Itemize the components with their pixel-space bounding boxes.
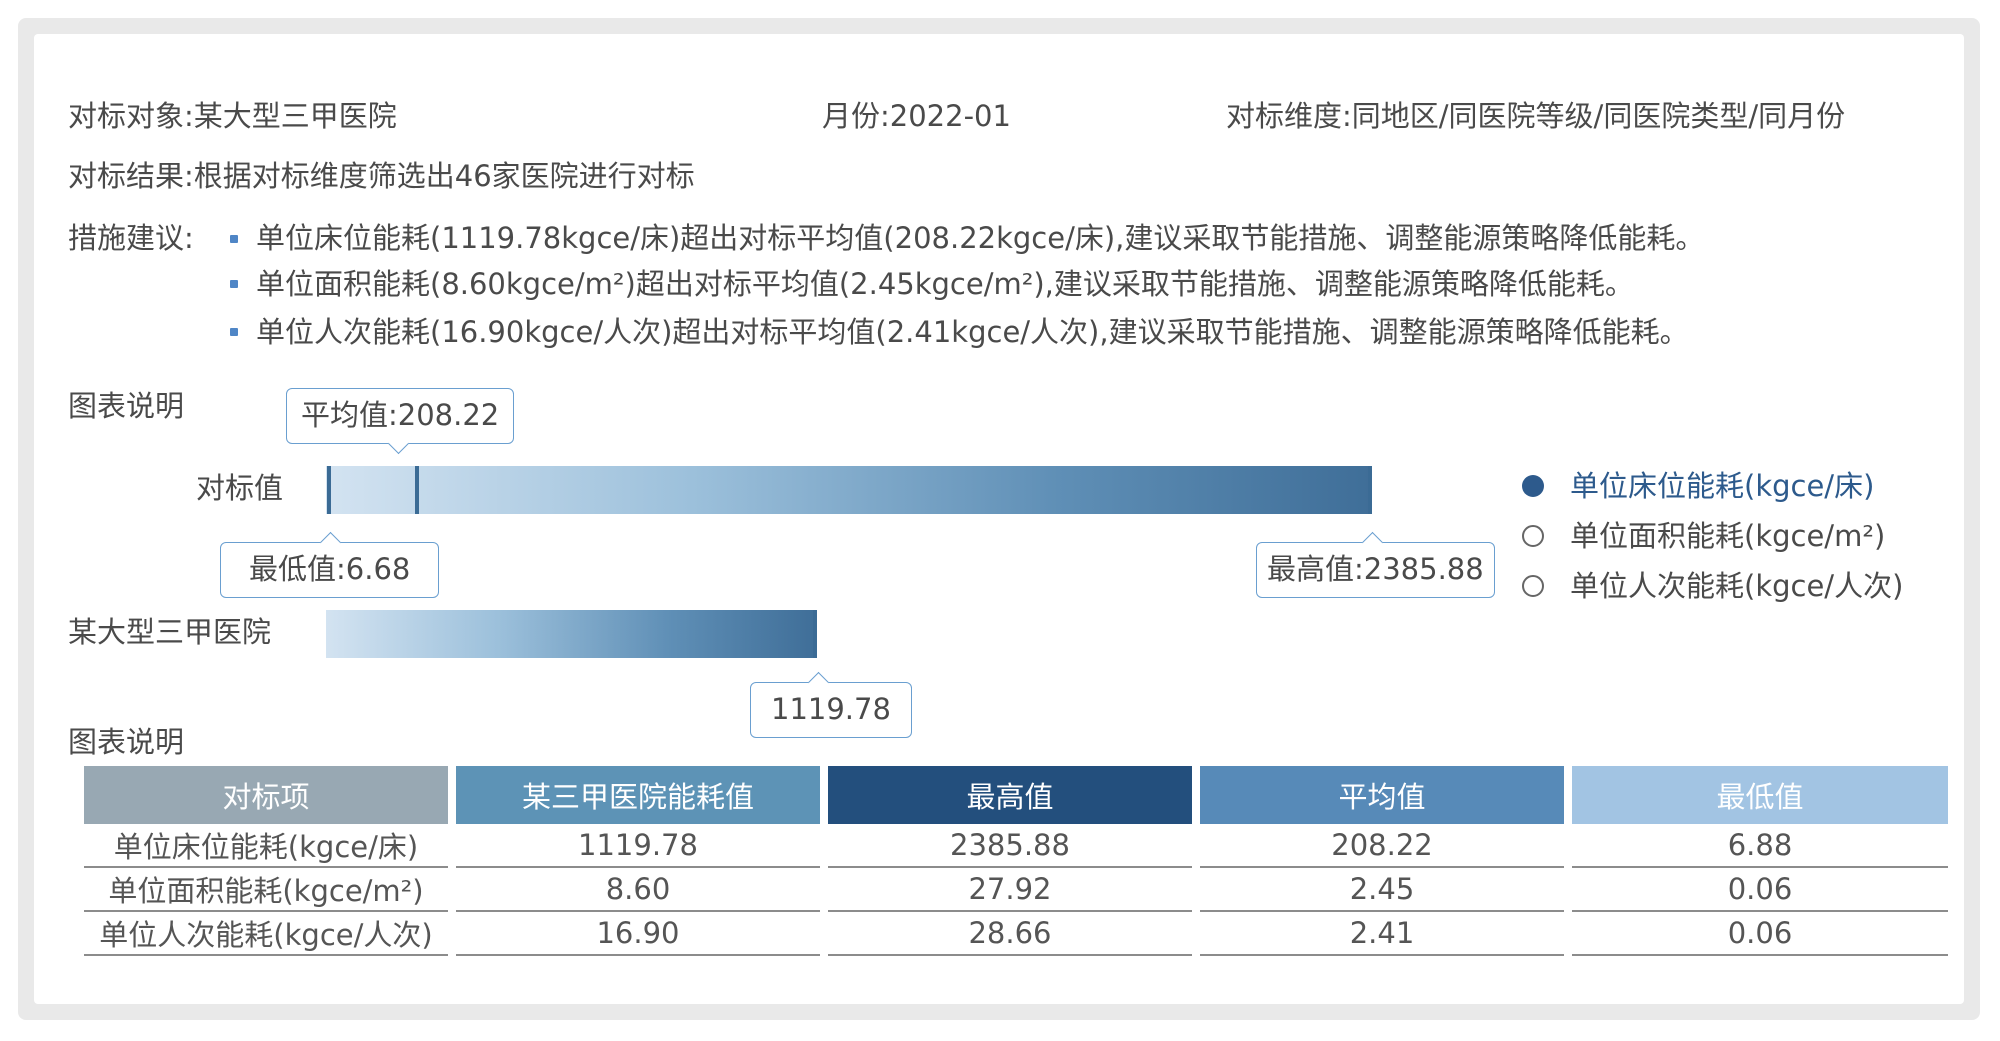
cell-hospital: 16.90 bbox=[456, 912, 820, 956]
legend-label: 单位床位能耗(kgce/床) bbox=[1570, 469, 1875, 503]
th-min: 最低值 bbox=[1572, 766, 1948, 824]
min-callout: 最低值:6.68 bbox=[220, 531, 440, 598]
cell-min: 0.06 bbox=[1572, 868, 1948, 912]
cell-avg: 208.22 bbox=[1200, 824, 1564, 868]
advice-bullet-icon bbox=[230, 280, 238, 288]
cell-max: 28.66 bbox=[828, 912, 1192, 956]
benchmark-range-bar bbox=[326, 466, 1372, 514]
month-line: 月份:2022-01 bbox=[822, 98, 1011, 134]
legend-item-area[interactable]: 单位面积能耗(kgce/m²) bbox=[1522, 518, 1885, 554]
cell-hospital: 1119.78 bbox=[456, 824, 820, 868]
avg-callout: 平均值:208.22 bbox=[286, 388, 515, 455]
legend-item-visit[interactable]: 单位人次能耗(kgce/人次) bbox=[1522, 568, 1903, 604]
th-avg: 平均值 bbox=[1200, 766, 1564, 824]
avg-callout-label: 平均值:208.22 bbox=[301, 398, 500, 432]
result-label: 对标结果: bbox=[68, 159, 194, 193]
month-label: 月份: bbox=[822, 99, 890, 133]
target-value: 某大型三甲医院 bbox=[193, 99, 397, 133]
hospital-value-callout: 1119.78 bbox=[750, 671, 912, 738]
th-max: 最高值 bbox=[828, 766, 1192, 824]
avg-marker bbox=[415, 466, 420, 514]
dimension-value: 同地区/同医院等级/同医院类型/同月份 bbox=[1351, 99, 1846, 133]
callout-pointer-icon bbox=[1361, 531, 1384, 554]
cell-item: 单位面积能耗(kgce/m²) bbox=[84, 868, 448, 912]
advice-bullet-icon bbox=[230, 328, 238, 336]
hospital-row-label: 某大型三甲医院 bbox=[68, 615, 272, 649]
target-line: 对标对象:某大型三甲医院 bbox=[68, 98, 397, 134]
cell-avg: 2.45 bbox=[1200, 868, 1564, 912]
benchmark-table: 对标项 某三甲医院能耗值 最高值 平均值 最低值 单位床位能耗(kgce/床) … bbox=[84, 766, 1948, 956]
cell-avg: 2.41 bbox=[1200, 912, 1564, 956]
benchmark-bar-track bbox=[326, 466, 1372, 514]
cell-max: 2385.88 bbox=[828, 824, 1192, 868]
table-header-row: 对标项 某三甲医院能耗值 最高值 平均值 最低值 bbox=[84, 766, 1948, 824]
chart-section-title: 图表说明 bbox=[68, 389, 185, 423]
radio-selected-icon bbox=[1522, 475, 1544, 497]
cell-max: 27.92 bbox=[828, 868, 1192, 912]
advice-item: 单位面积能耗(8.60kgce/m²)超出对标平均值(2.45kgce/m²),… bbox=[256, 267, 1634, 301]
cell-min: 0.06 bbox=[1572, 912, 1948, 956]
min-callout-label: 最低值:6.68 bbox=[249, 552, 411, 586]
table-row: 单位床位能耗(kgce/床) 1119.78 2385.88 208.22 6.… bbox=[84, 824, 1948, 868]
max-callout: 最高值:2385.88 bbox=[1256, 531, 1495, 598]
callout-pointer-icon bbox=[387, 432, 410, 455]
advice-item: 单位人次能耗(16.90kgce/人次)超出对标平均值(2.41kgce/人次)… bbox=[256, 315, 1689, 349]
hospital-value-label: 1119.78 bbox=[771, 692, 891, 726]
legend-item-bed[interactable]: 单位床位能耗(kgce/床) bbox=[1522, 468, 1874, 504]
th-hospital: 某三甲医院能耗值 bbox=[456, 766, 820, 824]
cell-min: 6.88 bbox=[1572, 824, 1948, 868]
dimension-label: 对标维度: bbox=[1226, 99, 1352, 133]
cell-hospital: 8.60 bbox=[456, 868, 820, 912]
benchmark-card: 对标对象:某大型三甲医院 月份:2022-01 对标维度:同地区/同医院等级/同… bbox=[34, 34, 1964, 1004]
table-row: 单位面积能耗(kgce/m²) 8.60 27.92 2.45 0.06 bbox=[84, 868, 1948, 912]
advice-label: 措施建议: bbox=[68, 221, 194, 255]
table-row: 单位人次能耗(kgce/人次) 16.90 28.66 2.41 0.06 bbox=[84, 912, 1948, 956]
legend-label: 单位面积能耗(kgce/m²) bbox=[1570, 519, 1886, 553]
min-marker bbox=[326, 466, 331, 514]
outer-frame: 对标对象:某大型三甲医院 月份:2022-01 对标维度:同地区/同医院等级/同… bbox=[18, 18, 1980, 1020]
target-label: 对标对象: bbox=[68, 99, 194, 133]
callout-pointer-icon bbox=[807, 671, 830, 694]
radio-unselected-icon bbox=[1522, 525, 1544, 547]
radio-unselected-icon bbox=[1522, 575, 1544, 597]
cell-item: 单位人次能耗(kgce/人次) bbox=[84, 912, 448, 956]
hospital-value-marker bbox=[812, 610, 817, 658]
table-section-title: 图表说明 bbox=[68, 725, 185, 759]
legend-label: 单位人次能耗(kgce/人次) bbox=[1570, 569, 1904, 603]
benchmark-row-label: 对标值 bbox=[196, 471, 284, 505]
advice-bullet-icon bbox=[230, 235, 238, 243]
month-value: 2022-01 bbox=[889, 99, 1011, 133]
dimension-line: 对标维度:同地区/同医院等级/同医院类型/同月份 bbox=[1226, 98, 1845, 134]
hospital-value-bar bbox=[326, 610, 817, 658]
cell-item: 单位床位能耗(kgce/床) bbox=[84, 824, 448, 868]
advice-item: 单位床位能耗(1119.78kgce/床)超出对标平均值(208.22kgce/… bbox=[256, 221, 1705, 255]
result-value: 根据对标维度筛选出46家医院进行对标 bbox=[193, 159, 695, 193]
callout-pointer-icon bbox=[319, 531, 342, 554]
max-callout-label: 最高值:2385.88 bbox=[1267, 552, 1484, 586]
th-item: 对标项 bbox=[84, 766, 448, 824]
result-line: 对标结果:根据对标维度筛选出46家医院进行对标 bbox=[68, 158, 695, 194]
max-marker bbox=[1368, 466, 1372, 514]
hospital-bar-track bbox=[326, 610, 1372, 658]
